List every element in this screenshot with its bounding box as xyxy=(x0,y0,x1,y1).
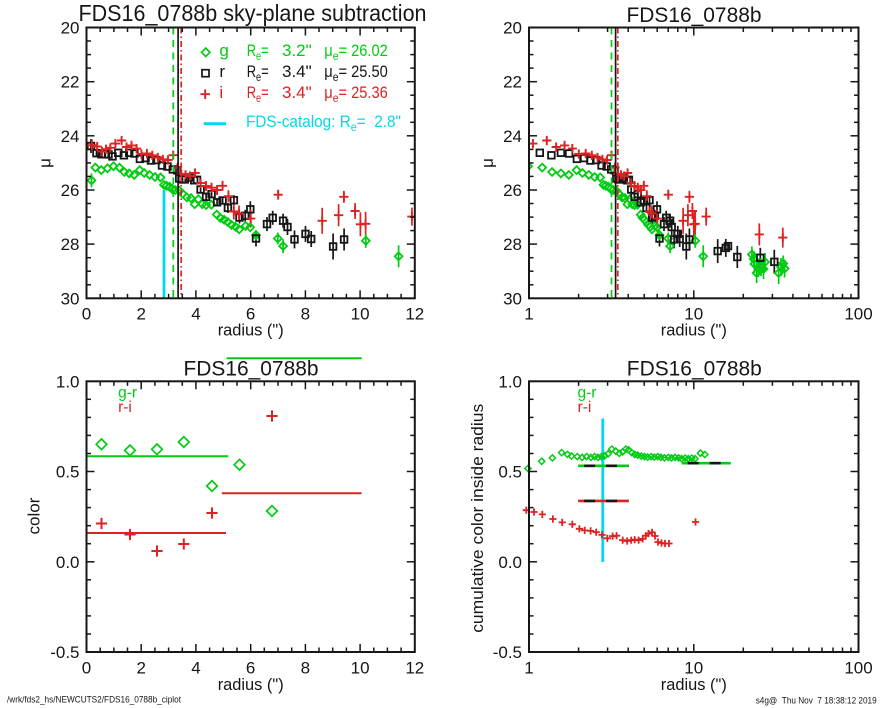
svg-text:s4g@ Thu Nov 7 18:38:12 2019: s4g@ Thu Nov 7 18:38:12 2019 xyxy=(756,695,877,705)
svg-text:r: r xyxy=(219,62,225,81)
svg-text:cumulative color inside radius: cumulative color inside radius xyxy=(468,404,487,633)
svg-text:i: i xyxy=(219,83,223,102)
svg-text:8: 8 xyxy=(301,305,310,324)
svg-text:26: 26 xyxy=(503,181,522,200)
svg-text:radius ("): radius (") xyxy=(218,321,284,340)
svg-text:12: 12 xyxy=(405,305,424,324)
svg-text:color: color xyxy=(25,497,44,534)
svg-text:2: 2 xyxy=(136,659,145,678)
svg-text:g-r: g-r xyxy=(118,385,137,402)
svg-text:μe= 26.02: μe= 26.02 xyxy=(324,41,388,63)
svg-text:g-r: g-r xyxy=(578,385,597,402)
svg-text:24: 24 xyxy=(503,127,522,146)
svg-text:r-i: r-i xyxy=(118,399,132,416)
svg-text:6: 6 xyxy=(246,659,255,678)
svg-text:Re=: Re= xyxy=(247,83,269,105)
svg-text:FDS16_0788b sky-plane subtract: FDS16_0788b sky-plane subtraction xyxy=(79,0,427,26)
svg-text:FDS-catalog: Re= 2.8": FDS-catalog: Re= 2.8" xyxy=(246,112,401,134)
svg-text:radius ("): radius (") xyxy=(661,321,727,340)
svg-text:4: 4 xyxy=(191,305,200,324)
svg-text:0.5: 0.5 xyxy=(56,463,80,482)
svg-text:FDS16_0788b: FDS16_0788b xyxy=(627,357,762,381)
svg-text:30: 30 xyxy=(61,289,80,308)
svg-text:/wrk/fds2_hs/NEWCUTS2/FDS16_07: /wrk/fds2_hs/NEWCUTS2/FDS16_0788b_ciplot xyxy=(7,695,181,705)
svg-text:μe= 25.36: μe= 25.36 xyxy=(324,83,388,105)
svg-text:22: 22 xyxy=(61,73,80,92)
svg-text:0.0: 0.0 xyxy=(498,553,522,572)
svg-text:radius ("): radius (") xyxy=(218,675,284,694)
svg-text:28: 28 xyxy=(503,235,522,254)
svg-text:30: 30 xyxy=(503,289,522,308)
svg-text:-0.5: -0.5 xyxy=(50,643,79,662)
svg-text:μ: μ xyxy=(478,158,497,168)
svg-text:0.5: 0.5 xyxy=(498,463,522,482)
svg-text:μ: μ xyxy=(36,158,55,168)
svg-text:FDS16_0788b: FDS16_0788b xyxy=(627,3,762,27)
svg-text:0.0: 0.0 xyxy=(56,553,80,572)
svg-text:4: 4 xyxy=(191,659,200,678)
svg-text:-0.5: -0.5 xyxy=(493,643,522,662)
svg-text:2: 2 xyxy=(136,305,145,324)
svg-text:1: 1 xyxy=(524,305,533,324)
svg-text:24: 24 xyxy=(61,127,80,146)
svg-text:10: 10 xyxy=(684,305,703,324)
svg-text:20: 20 xyxy=(503,19,522,38)
svg-text:1: 1 xyxy=(524,659,533,678)
svg-text:26: 26 xyxy=(61,181,80,200)
svg-text:0: 0 xyxy=(82,305,91,324)
svg-text:3.4": 3.4" xyxy=(282,62,312,81)
svg-text:10: 10 xyxy=(351,305,370,324)
svg-text:28: 28 xyxy=(61,235,80,254)
svg-text:6: 6 xyxy=(246,305,255,324)
svg-text:0: 0 xyxy=(82,659,91,678)
svg-text:10: 10 xyxy=(351,659,370,678)
svg-text:3.2": 3.2" xyxy=(282,41,312,60)
svg-text:3.4": 3.4" xyxy=(282,83,312,102)
svg-text:radius ("): radius (") xyxy=(661,675,727,694)
svg-text:1.0: 1.0 xyxy=(56,372,80,391)
svg-text:g: g xyxy=(219,41,228,60)
svg-text:μe= 25.50: μe= 25.50 xyxy=(324,62,388,84)
svg-text:FDS16_0788b: FDS16_0788b xyxy=(184,357,319,381)
svg-text:100: 100 xyxy=(844,305,872,324)
svg-text:Re=: Re= xyxy=(247,62,269,84)
svg-text:Re=: Re= xyxy=(247,41,269,63)
svg-text:8: 8 xyxy=(301,659,310,678)
svg-text:1.0: 1.0 xyxy=(498,372,522,391)
svg-text:22: 22 xyxy=(503,73,522,92)
svg-text:12: 12 xyxy=(405,659,424,678)
svg-text:10: 10 xyxy=(684,659,703,678)
svg-text:20: 20 xyxy=(61,19,80,38)
svg-text:r-i: r-i xyxy=(578,399,592,416)
svg-text:100: 100 xyxy=(844,659,872,678)
